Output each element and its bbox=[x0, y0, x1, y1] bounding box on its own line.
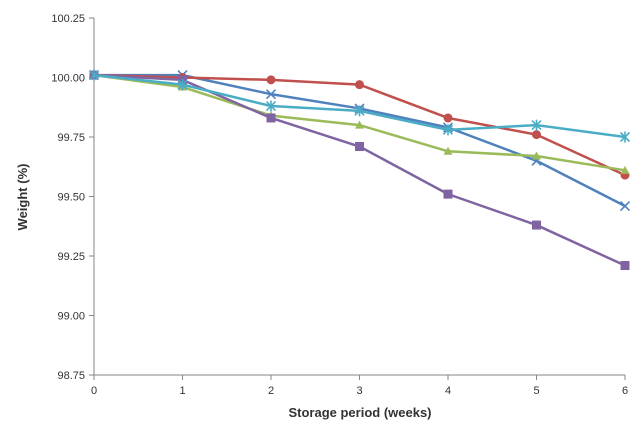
x-tick-label: 1 bbox=[179, 385, 185, 397]
data-point bbox=[619, 200, 631, 212]
series-5 bbox=[88, 69, 631, 143]
data-point bbox=[620, 165, 630, 174]
data-point bbox=[443, 146, 453, 155]
data-point bbox=[266, 113, 276, 123]
y-tick-label: 100.00 bbox=[51, 73, 85, 85]
y-tick-label: 99.25 bbox=[57, 251, 85, 263]
data-point bbox=[443, 113, 453, 123]
y-tick-label: 99.75 bbox=[57, 132, 85, 144]
y-axis-title: Weight (%) bbox=[15, 164, 30, 231]
x-tick-label: 3 bbox=[356, 385, 362, 397]
x-tick-label: 4 bbox=[445, 385, 451, 397]
x-axis-title: Storage period (weeks) bbox=[288, 405, 431, 420]
data-point bbox=[531, 119, 542, 131]
x-axis: 0 1 2 3 4 5 6 bbox=[91, 374, 628, 397]
x-tick-label: 0 bbox=[91, 385, 97, 397]
data-point bbox=[619, 131, 631, 143]
x-tick-label: 5 bbox=[533, 385, 539, 397]
x-ticks: 0 1 2 3 4 5 6 bbox=[91, 375, 628, 397]
data-point bbox=[88, 69, 100, 81]
data-point bbox=[265, 89, 277, 100]
y-axis: 98.75 99.00 99.25 99.50 99.75 100.00 100.25 bbox=[51, 13, 95, 382]
data-point bbox=[620, 261, 630, 271]
x-tick-label: 6 bbox=[622, 385, 628, 397]
data-point bbox=[532, 151, 541, 160]
data-point bbox=[177, 79, 188, 91]
data-point bbox=[355, 80, 364, 90]
y-tick-label: 99.50 bbox=[57, 192, 85, 204]
x-tick-label: 2 bbox=[268, 385, 274, 397]
series-4 bbox=[89, 70, 630, 271]
data-point bbox=[265, 100, 277, 112]
data-point bbox=[266, 75, 276, 85]
y-ticks: 98.75 99.00 99.25 99.50 99.75 100.00 100.25 bbox=[51, 13, 94, 382]
series-line bbox=[92, 73, 627, 208]
data-point bbox=[355, 142, 364, 152]
data-point bbox=[443, 189, 453, 199]
y-tick-label: 98.75 bbox=[57, 370, 85, 382]
data-point bbox=[532, 130, 541, 140]
data-point bbox=[354, 105, 365, 117]
series-group bbox=[88, 69, 631, 271]
y-tick-label: 99.00 bbox=[57, 311, 85, 323]
series-line bbox=[92, 73, 627, 267]
data-point bbox=[442, 124, 454, 136]
y-tick-label: 100.25 bbox=[51, 13, 85, 25]
data-point bbox=[532, 220, 541, 230]
data-point bbox=[355, 120, 364, 129]
